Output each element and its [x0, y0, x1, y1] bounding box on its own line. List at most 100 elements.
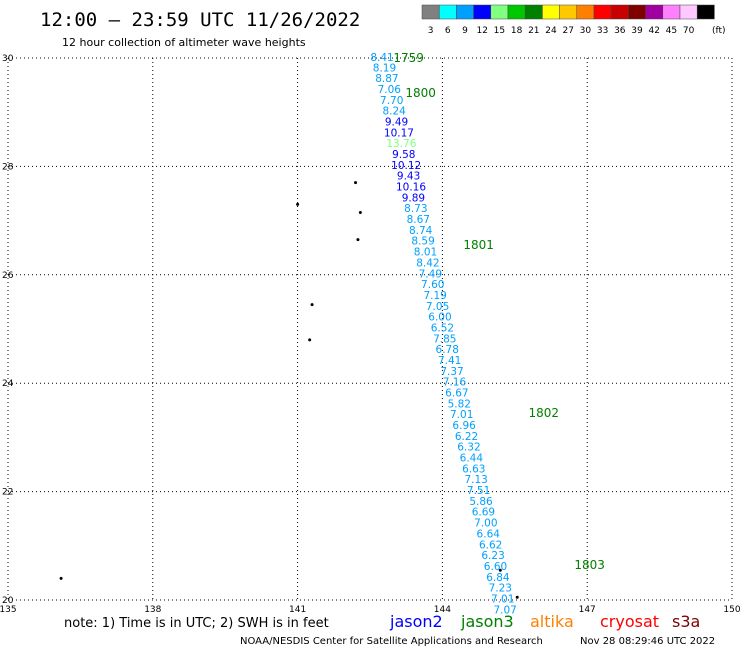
- time-label: 1802: [528, 406, 559, 420]
- island-point: [296, 202, 300, 206]
- swh-data-label: 10.16: [396, 182, 426, 194]
- legend-bin-label: 42: [648, 26, 659, 36]
- legend-swatch: [696, 4, 715, 20]
- legend-swatch: [576, 4, 595, 20]
- swh-data-label: 8.42: [416, 257, 439, 269]
- time-label: 1759: [393, 51, 424, 65]
- swh-data-label: 7.06: [378, 84, 402, 96]
- swh-data-label: 8.41: [370, 52, 393, 64]
- swh-data-label: 7.01: [491, 593, 514, 605]
- island-point: [358, 210, 362, 214]
- island-point: [498, 568, 502, 572]
- swh-data-label: 6.62: [479, 539, 502, 551]
- legend-bin-label: 15: [494, 26, 505, 36]
- legend-bin-label: 39: [631, 26, 643, 36]
- x-tick-label: 138: [144, 605, 161, 615]
- swh-data-label: 6.96: [452, 420, 476, 432]
- island-point: [356, 238, 360, 242]
- swh-data-label: 6.60: [484, 561, 507, 573]
- legend-swatch: [542, 4, 560, 20]
- swh-data-label: 6.22: [455, 431, 478, 443]
- swh-data-label: 6.67: [445, 387, 468, 399]
- x-tick-label: 135: [0, 605, 17, 615]
- y-tick-label: 22: [2, 488, 13, 498]
- swh-data-label: 7.51: [467, 485, 490, 497]
- swh-data-label: 7.23: [489, 583, 512, 595]
- legend-swatch: [645, 4, 664, 20]
- time-label: 1801: [463, 238, 494, 252]
- legend-swatch: [456, 4, 474, 20]
- legend-bin-label: 12: [476, 26, 487, 36]
- footer-credit: NOAA/NESDIS Center for Satellite Applica…: [240, 636, 543, 647]
- x-tick-label: 147: [579, 605, 596, 615]
- satellite-label-altika: altika: [530, 612, 574, 631]
- y-tick-label: 24: [2, 379, 14, 389]
- color-legend: 3 6 9 12 15 18 21 24 27 30 33 36 39 42 45 70: [421, 4, 715, 36]
- swh-data-label: 7.19: [423, 290, 446, 302]
- legend-swatch: [473, 4, 492, 20]
- legend-bin-label: 45: [666, 26, 677, 36]
- legend-bin-label: 3: [428, 26, 434, 36]
- time-label: 1800: [405, 86, 436, 100]
- swh-data-label: 6.64: [477, 528, 501, 540]
- footer-timestamp: Nov 28 08:29:46 UTC 2022: [580, 636, 715, 647]
- legend-swatch: [593, 4, 612, 20]
- swh-data-label: 9.89: [402, 192, 425, 204]
- satellite-label-s3a: s3a: [672, 612, 700, 631]
- satellite-legend: jason2 jason3 altika cryosat s3a: [389, 612, 700, 631]
- swh-data-label: 6.52: [431, 322, 454, 334]
- swh-data-label: 6.69: [472, 507, 495, 519]
- legend-swatch: [438, 4, 457, 20]
- swh-data-label: 8.74: [409, 225, 433, 237]
- legend-bin-label: 30: [580, 26, 592, 36]
- swh-data-label: 6.23: [481, 550, 504, 562]
- swh-data-label: 7.49: [419, 268, 442, 280]
- swh-data-label: 13.76: [386, 138, 416, 150]
- legend-bin-label: 36: [614, 26, 626, 36]
- chart-title: 12:00 – 23:59 UTC 11/26/2022: [40, 9, 360, 31]
- legend-swatch: [507, 4, 526, 20]
- swh-data-label: 8.87: [375, 73, 398, 85]
- swh-data-label: 10.17: [384, 127, 414, 139]
- swh-data-label: 7.41: [438, 355, 461, 367]
- y-tick-label: 26: [2, 271, 14, 281]
- swh-data-label: 8.73: [404, 203, 427, 215]
- satellite-label-jason2: jason2: [389, 612, 443, 631]
- legend-swatch: [490, 4, 509, 20]
- legend-bin-label: 9: [462, 26, 468, 36]
- swh-data-label: 7.00: [474, 518, 497, 530]
- y-tick-label: 20: [2, 596, 14, 606]
- swh-data-label: 9.43: [397, 171, 420, 183]
- island-point: [515, 595, 519, 599]
- legend-bin-label: 27: [562, 26, 573, 36]
- swh-data-label: 7.70: [380, 95, 403, 107]
- swh-data-label: 6.84: [486, 572, 510, 584]
- legend-bin-label: 6: [445, 26, 451, 36]
- swh-data-label: 7.16: [443, 377, 467, 389]
- footer-note: note: 1) Time is in UTC; 2) SWH is in fe…: [64, 616, 329, 631]
- legend-swatch: [421, 4, 440, 20]
- swh-data-label: 6.32: [457, 442, 480, 454]
- island-point: [310, 303, 314, 307]
- legend-unit: (ft): [712, 26, 726, 36]
- swh-data-label: 8.24: [382, 106, 406, 118]
- swh-data-label: 10.12: [391, 160, 421, 172]
- swh-data-label: 8.19: [373, 62, 396, 74]
- satellite-label-cryosat: cryosat: [600, 612, 659, 631]
- swh-data-label: 7.85: [433, 333, 456, 345]
- satellite-label-jason3: jason3: [460, 612, 514, 631]
- legend-bin-label: 70: [683, 26, 695, 36]
- swh-data-label: 9.49: [385, 116, 408, 128]
- x-tick-label: 144: [434, 605, 451, 615]
- legend-swatch: [679, 4, 698, 20]
- island-point: [354, 181, 358, 185]
- swh-data-label: 7.07: [493, 604, 516, 616]
- swh-data-label: 8.59: [411, 236, 434, 248]
- legend-bin-label: 24: [545, 26, 557, 36]
- swh-data-label: 5.82: [448, 398, 471, 410]
- island-point: [59, 576, 63, 580]
- swh-data-label: 6.44: [460, 453, 484, 465]
- swh-data-label: 6.00: [428, 312, 451, 324]
